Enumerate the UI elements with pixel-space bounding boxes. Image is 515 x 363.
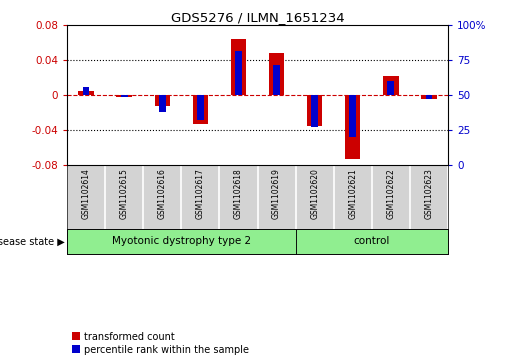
Bar bbox=[425, 95, 433, 99]
Bar bbox=[269, 53, 284, 95]
Text: GSM1102623: GSM1102623 bbox=[424, 168, 434, 219]
Bar bbox=[154, 95, 170, 106]
Bar bbox=[121, 95, 128, 97]
Text: GSM1102617: GSM1102617 bbox=[196, 168, 205, 219]
Text: GSM1102616: GSM1102616 bbox=[158, 168, 167, 219]
Text: GSM1102614: GSM1102614 bbox=[81, 168, 91, 219]
Bar bbox=[421, 95, 437, 99]
Text: GSM1102620: GSM1102620 bbox=[310, 168, 319, 219]
Text: GSM1102615: GSM1102615 bbox=[119, 168, 129, 219]
Text: Myotonic dystrophy type 2: Myotonic dystrophy type 2 bbox=[112, 236, 251, 246]
Bar bbox=[235, 50, 242, 95]
Text: control: control bbox=[354, 236, 390, 246]
Text: GSM1102619: GSM1102619 bbox=[272, 168, 281, 219]
Text: GSM1102618: GSM1102618 bbox=[234, 168, 243, 219]
Bar bbox=[231, 38, 246, 95]
Bar bbox=[349, 95, 356, 137]
Bar bbox=[197, 95, 204, 121]
Bar bbox=[116, 95, 132, 97]
Bar bbox=[296, 229, 448, 254]
Bar bbox=[273, 65, 280, 95]
Bar bbox=[383, 76, 399, 95]
Bar bbox=[345, 95, 360, 159]
Text: GSM1102622: GSM1102622 bbox=[386, 168, 396, 219]
Legend: transformed count, percentile rank within the sample: transformed count, percentile rank withi… bbox=[72, 331, 249, 355]
Bar bbox=[67, 229, 296, 254]
Title: GDS5276 / ILMN_1651234: GDS5276 / ILMN_1651234 bbox=[170, 11, 345, 24]
Bar bbox=[193, 95, 208, 124]
Bar bbox=[387, 81, 394, 95]
Text: GSM1102621: GSM1102621 bbox=[348, 168, 357, 219]
Bar bbox=[82, 87, 90, 95]
Bar bbox=[307, 95, 322, 126]
Text: disease state ▶: disease state ▶ bbox=[0, 236, 65, 246]
Bar bbox=[311, 95, 318, 127]
Bar bbox=[78, 91, 94, 95]
Bar bbox=[159, 95, 166, 112]
